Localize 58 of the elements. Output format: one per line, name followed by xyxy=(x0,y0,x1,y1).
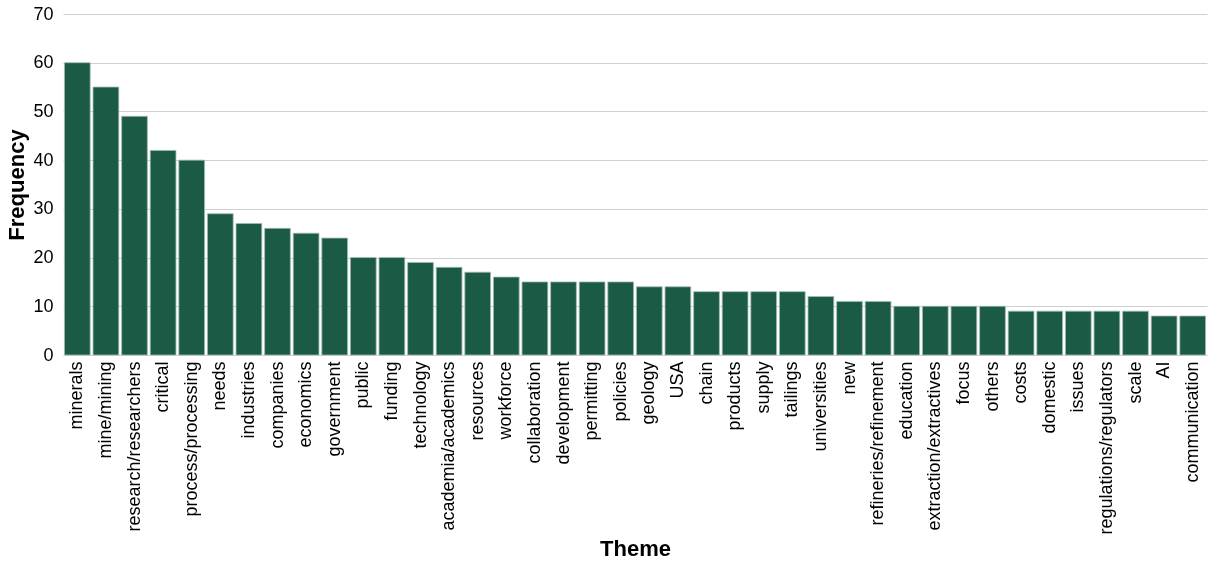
x-tick-label: government xyxy=(323,361,344,457)
x-tick-label: needs xyxy=(209,361,230,411)
x-tick-label: industries xyxy=(237,361,258,439)
x-tick-label: refineries/refinement xyxy=(867,361,888,526)
x-tick-label: regulations/regulators xyxy=(1095,361,1116,535)
x-tick-label: issues xyxy=(1067,361,1088,413)
bar xyxy=(979,305,1006,356)
x-tick-label: resources xyxy=(466,361,487,441)
x-tick-label: focus xyxy=(952,361,973,405)
x-tick-label: economics xyxy=(295,361,316,448)
y-tick-label: 60 xyxy=(33,52,54,73)
x-tick-label: technology xyxy=(409,361,430,449)
x-tick-label: workforce xyxy=(495,361,516,441)
x-tick-label: new xyxy=(838,360,859,395)
x-tick-label: chain xyxy=(695,361,716,405)
x-tick-label: companies xyxy=(266,361,287,449)
x-tick-label: supply xyxy=(752,361,773,414)
y-tick-label: 70 xyxy=(33,3,54,24)
x-tick-label: extraction/extractives xyxy=(924,361,945,531)
y-tick-label: 50 xyxy=(33,100,54,121)
bar xyxy=(121,115,148,356)
bar xyxy=(264,227,291,356)
x-tick-label: communication xyxy=(1181,361,1202,483)
x-tick-label: education xyxy=(895,361,916,440)
x-tick-label: funding xyxy=(380,361,401,421)
bar xyxy=(550,281,577,356)
y-tick-label: 40 xyxy=(33,149,54,170)
x-tick-label: mine/mining xyxy=(94,361,115,459)
x-tick-label: academia/academics xyxy=(438,361,459,531)
bar xyxy=(693,291,720,356)
x-tick-label: domestic xyxy=(1038,361,1059,434)
x-tick-label: permitting xyxy=(581,361,602,441)
x-tick-label: process/processing xyxy=(180,361,201,517)
x-tick-label: costs xyxy=(1010,361,1031,404)
x-tick-label: public xyxy=(352,361,373,409)
x-tick-label: geology xyxy=(638,361,659,425)
y-tick-label: 20 xyxy=(33,247,54,268)
bar xyxy=(836,301,863,356)
x-tick-label: research/researchers xyxy=(123,361,144,532)
x-tick-label: minerals xyxy=(66,361,87,430)
x-tick-label: development xyxy=(552,361,573,465)
x-tick-label: AI xyxy=(1153,361,1174,379)
y-axis-title: Frequency xyxy=(4,128,30,241)
y-tick-label: 0 xyxy=(43,344,54,365)
x-tick-label: collaboration xyxy=(523,361,544,464)
x-tick-label: critical xyxy=(152,361,173,413)
y-tick-label: 10 xyxy=(33,295,54,316)
x-tick-label: policies xyxy=(609,361,630,422)
x-tick-label: others xyxy=(981,361,1002,412)
x-tick-label: products xyxy=(724,361,745,431)
x-tick-label: scale xyxy=(1124,361,1145,404)
x-tick-label: universities xyxy=(809,361,830,452)
x-axis-title: Theme xyxy=(600,535,671,561)
bar xyxy=(407,262,434,356)
x-tick-label: tailings xyxy=(781,361,802,418)
bar xyxy=(1122,310,1149,356)
y-tick-label: 30 xyxy=(33,198,54,219)
x-tick-label: USA xyxy=(666,361,687,399)
